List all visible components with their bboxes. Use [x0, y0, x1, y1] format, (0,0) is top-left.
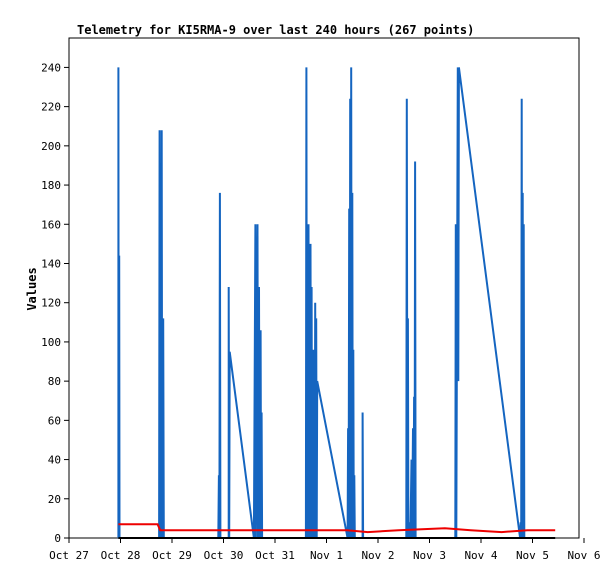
x-tick-label: Oct 28	[101, 549, 141, 562]
y-tick-label: 140	[41, 257, 61, 270]
y-tick-label: 200	[41, 140, 61, 153]
x-tick-label: Nov 2	[361, 549, 394, 562]
x-tick-label: Oct 31	[255, 549, 295, 562]
y-tick-label: 40	[48, 454, 61, 467]
series-line-0	[117, 67, 526, 539]
x-tick-label: Nov 1	[310, 549, 343, 562]
x-tick-label: Nov 3	[413, 549, 446, 562]
x-tick-label: Oct 27	[49, 549, 89, 562]
y-tick-label: 120	[41, 297, 61, 310]
y-tick-label: 180	[41, 179, 61, 192]
y-tick-label: 20	[48, 493, 61, 506]
x-tick-label: Oct 30	[204, 549, 244, 562]
y-axis-label: Values	[25, 267, 39, 310]
plot-frame	[68, 37, 580, 539]
x-tick-label: Nov 6	[567, 549, 600, 562]
chart-title: Telemetry for KI5RMA-9 over last 240 hou…	[77, 23, 474, 37]
series-group	[117, 67, 556, 539]
x-tick-label: Oct 29	[152, 549, 192, 562]
y-tick-label: 0	[54, 532, 61, 545]
y-tick-label: 60	[48, 414, 61, 427]
x-tick-label: Nov 5	[516, 549, 549, 562]
y-axis-ticks: 0 20 40 60 80 100 120 140 160 180 200 220 240	[41, 61, 69, 545]
y-tick-label: 240	[41, 61, 61, 74]
x-tick-label: Nov 4	[464, 549, 497, 562]
x-axis-ticks: Oct 27 Oct 28 Oct 29 Oct 30 Oct 31 Nov 1 Nov 2…	[49, 538, 601, 562]
y-tick-label: 100	[41, 336, 61, 349]
y-tick-label: 80	[48, 375, 61, 388]
series-line-1	[118, 523, 556, 534]
y-tick-label: 160	[41, 218, 61, 231]
y-tick-label: 220	[41, 101, 61, 114]
